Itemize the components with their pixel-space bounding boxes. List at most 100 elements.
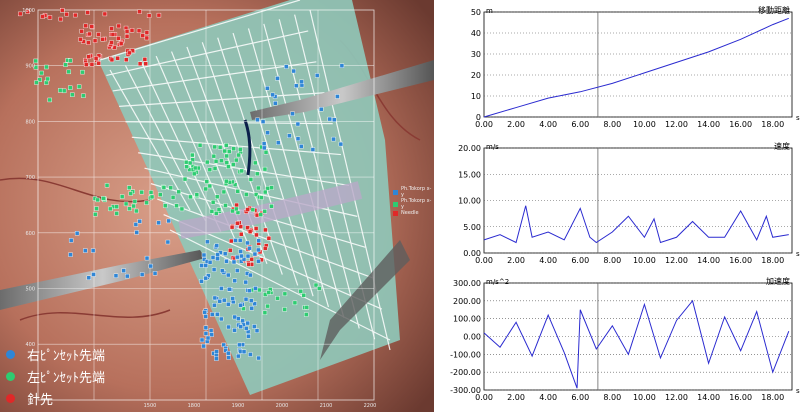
image-x-tick: 1800: [188, 403, 201, 409]
left-forceps-point: [123, 201, 129, 207]
left-forceps-point: [234, 157, 239, 163]
left-forceps-point: [76, 84, 82, 89]
left-forceps-point: [207, 183, 213, 189]
chart-panel-1: 0 10 20 30 40 50 0.00 2.00 4.00 6.00 8.00 10.00 12.0…: [471, 5, 800, 129]
right-forceps-point: [91, 272, 96, 277]
y-unit-label: m/s^2: [486, 278, 509, 286]
left-forceps-point: [235, 189, 240, 194]
needle-point: [78, 37, 83, 42]
needle-point: [253, 226, 259, 231]
right-forceps-point: [249, 298, 254, 303]
tracked-points: [18, 8, 345, 361]
right-forceps-point: [125, 273, 130, 279]
right-forceps-point: [219, 286, 224, 291]
right-forceps-point: [241, 349, 247, 355]
right-forceps-point: [230, 296, 235, 301]
needle-point: [124, 57, 129, 62]
image-y-tick: 700: [25, 175, 35, 181]
needle-point: [254, 212, 260, 218]
right-forceps-point: [248, 352, 253, 357]
left-forceps-point: [68, 85, 73, 90]
right-forceps-point: [252, 251, 258, 257]
left-forceps-point: [298, 289, 304, 294]
left-forceps-point: [262, 310, 268, 315]
needle-point: [89, 62, 95, 67]
right-forceps-point: [256, 238, 261, 243]
left-forceps-point: [190, 157, 195, 162]
left-forceps-point: [197, 143, 203, 148]
needle-point: [96, 32, 101, 37]
needle-point: [118, 41, 124, 46]
right-forceps-point: [247, 246, 252, 251]
needle-point: [124, 29, 130, 34]
left-forceps-point: [131, 203, 136, 209]
left-forceps-point: [61, 88, 67, 94]
right-forceps-point: [203, 331, 209, 336]
right-forceps-point: [74, 231, 80, 236]
right-forceps-point: [226, 302, 231, 307]
left-forceps-point: [239, 168, 244, 174]
right-forceps-point: [137, 219, 142, 224]
needle-point: [96, 61, 101, 66]
left-forceps-point: [250, 207, 256, 212]
left-forceps-point: [234, 206, 239, 212]
needle-point: [109, 26, 114, 31]
right-forceps-point: [222, 297, 227, 303]
needle-point: [85, 10, 90, 15]
image-x-tick: 1900: [232, 403, 245, 409]
x-tick-label: 10.00: [633, 120, 656, 129]
right-forceps-point: [248, 272, 253, 278]
left-forceps-point: [184, 159, 189, 165]
x-tick-label: 14.00: [697, 120, 720, 129]
left-forceps-point: [207, 167, 213, 172]
right-forceps-point: [144, 255, 150, 261]
right-forceps-point: [252, 324, 257, 329]
left-forceps-point: [282, 291, 288, 297]
right-forceps-point: [134, 230, 139, 235]
right-forceps-point: [275, 76, 280, 81]
y-tick-label: 40: [471, 29, 481, 38]
needle-point: [102, 11, 108, 17]
x-tick-label: 18.00: [761, 256, 784, 265]
needle-point: [127, 50, 132, 56]
x-tick-label: 0.00: [475, 393, 493, 402]
x-unit-label: s: [796, 250, 800, 258]
legend-dot-green: [6, 371, 15, 381]
left-forceps-point: [187, 160, 193, 166]
right-forceps-point: [256, 355, 261, 361]
x-tick-label: 14.00: [697, 256, 720, 265]
left-forceps-point: [282, 307, 287, 312]
needle-point: [47, 15, 53, 20]
needle-point: [137, 9, 142, 14]
needle-point: [246, 262, 251, 267]
y-tick-label: 10.00: [458, 197, 481, 206]
right-forceps-point: [203, 325, 209, 330]
left-forceps-point: [205, 159, 210, 165]
needle-point: [238, 232, 244, 237]
left-forceps-point: [179, 206, 185, 212]
needle-point: [144, 35, 150, 41]
left-forceps-point: [224, 178, 229, 184]
left-forceps-point: [119, 194, 125, 199]
left-forceps-point: [262, 209, 268, 214]
left-forceps-point: [257, 287, 262, 293]
left-forceps-point: [163, 203, 168, 208]
chart-title: 速度: [774, 141, 790, 151]
left-forceps-point: [313, 282, 319, 288]
right-forceps-point: [152, 271, 158, 276]
x-unit-label: s: [796, 114, 800, 122]
needle-point: [109, 40, 114, 45]
image-x-tick: 2100: [320, 403, 333, 409]
left-forceps-point: [292, 300, 298, 306]
left-forceps-point: [213, 159, 219, 164]
needle-point: [228, 248, 233, 253]
left-forceps-point: [203, 186, 208, 192]
legend-item-left-forceps: 左ﾋﾟﾝｾｯﾄ先端: [6, 366, 105, 386]
x-tick-label: 4.00: [539, 256, 557, 265]
right-forceps-point: [199, 337, 205, 343]
right-forceps-point: [239, 253, 244, 259]
needle-point: [84, 62, 89, 67]
left-forceps-point: [304, 305, 310, 310]
needle-point: [93, 56, 99, 61]
right-forceps-point: [224, 259, 229, 264]
